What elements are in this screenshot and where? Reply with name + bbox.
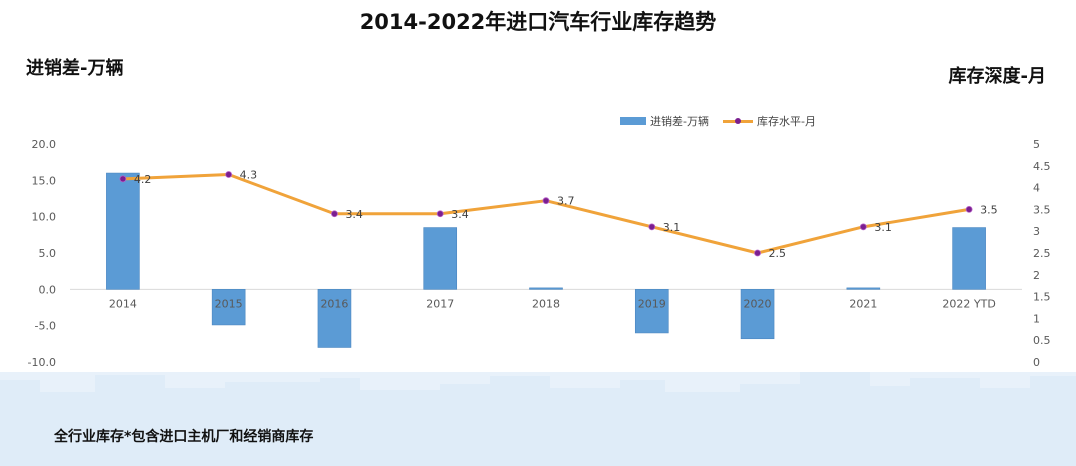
right-axis-tick-label: 2 [1033, 269, 1040, 282]
right-axis-tick-label: 3.5 [1033, 203, 1051, 216]
line-point [225, 171, 233, 178]
skyline-building [870, 386, 910, 466]
legend-line-swatch [722, 116, 753, 126]
inventory-line [122, 173, 970, 255]
skyline-building [40, 392, 95, 466]
skyline-building [910, 378, 980, 466]
chart-title: 2014-2022年进口汽车行业库存趋势 [359, 10, 717, 34]
line-data-label: 3.7 [557, 195, 575, 208]
left-axis-title: 进销差-万辆 [26, 58, 124, 79]
line-data-label: 3.5 [980, 203, 998, 216]
legend: 进销差-万辆 库存水平-月 [620, 113, 816, 129]
skyline-building [0, 380, 40, 466]
legend-bar-label: 进销差-万辆 [650, 115, 709, 128]
x-axis-tick-label: 2019 [638, 297, 666, 310]
left-axis-tick-label: 0.0 [39, 283, 57, 296]
bar-2022-ytd [952, 227, 986, 290]
bar-2021 [846, 287, 881, 290]
skyline-building [665, 392, 740, 466]
x-axis-tick-label: 2016 [320, 297, 348, 310]
skyline-building [800, 372, 870, 466]
line-data-label: 3.1 [874, 221, 892, 234]
x-axis-tick-label: 2020 [744, 297, 772, 310]
right-axis-tick-label: 1.5 [1033, 291, 1051, 304]
line-data-label: 3.4 [451, 208, 469, 221]
right-axis-tick-label: 5 [1033, 138, 1040, 151]
legend-item-bar: 进销差-万辆 [620, 113, 709, 129]
legend-bar-swatch [620, 117, 646, 125]
line-data-label: 4.2 [134, 173, 152, 186]
skyline-building [360, 390, 440, 466]
skyline-building [320, 378, 360, 466]
x-axis-tick-label: 2014 [109, 297, 137, 310]
line-data-label: 2.5 [769, 247, 787, 260]
left-axis-tick-label: -5.0 [35, 320, 56, 333]
line-data-label: 3.4 [345, 208, 363, 221]
legend-line-label: 库存水平-月 [756, 115, 816, 128]
left-axis-tick-label: 10.0 [32, 211, 57, 224]
line-data-label: 3.1 [663, 221, 681, 234]
skyline-building [225, 382, 320, 466]
skyline-building [980, 388, 1030, 466]
bar-2014 [106, 172, 140, 290]
right-axis-tick-label: 2.5 [1033, 247, 1051, 260]
bar-2015 [211, 289, 246, 326]
bar-2019 [634, 289, 669, 334]
left-axis-tick-label: 15.0 [32, 174, 57, 187]
right-axis-tick-label: 1 [1033, 312, 1040, 325]
bar-2020 [740, 289, 775, 340]
legend-item-line: 库存水平-月 [722, 113, 816, 129]
right-axis-tick-label: 0.5 [1033, 334, 1051, 347]
line-point [859, 223, 867, 231]
line-point [119, 175, 127, 183]
footnote: 全行业库存*包含进口主机厂和经销商库存 [54, 429, 314, 445]
line-point [542, 197, 550, 205]
x-axis-tick-label: 2021 [849, 297, 877, 310]
skyline-building [490, 376, 550, 466]
x-axis-tick-label: 2018 [532, 297, 560, 310]
left-axis-tick-label: 20.0 [32, 138, 57, 151]
skyline-building [550, 388, 620, 466]
x-axis-tick-label: 2015 [215, 297, 243, 310]
right-axis-tick-label: 3 [1033, 225, 1040, 238]
bar-2017 [423, 227, 458, 290]
line-data-label: 4.3 [240, 169, 258, 182]
line-point [436, 210, 444, 218]
bar-2018 [529, 287, 563, 290]
right-axis-tick-label: 0 [1033, 356, 1040, 369]
right-axis-tick-label: 4 [1033, 182, 1040, 195]
bar-2016 [317, 289, 352, 348]
line-point [754, 249, 761, 257]
right-axis-tick-label: 4.5 [1033, 160, 1051, 173]
skyline-building [740, 384, 800, 466]
skyline-building [165, 388, 225, 466]
skyline-building [620, 380, 665, 466]
skyline-building [440, 384, 490, 466]
right-axis-title: 库存深度-月 [948, 66, 1046, 87]
line-point [331, 210, 338, 218]
x-axis-tick-label: 2017 [426, 297, 454, 310]
skyline-building [95, 375, 165, 466]
line-point [648, 223, 656, 231]
skyline-building [1030, 376, 1076, 466]
left-axis-tick-label: 5.0 [39, 247, 57, 260]
x-axis-tick-label: 2022 YTD [942, 297, 995, 310]
left-axis-tick-label: -10.0 [28, 356, 56, 369]
line-point [965, 205, 973, 213]
